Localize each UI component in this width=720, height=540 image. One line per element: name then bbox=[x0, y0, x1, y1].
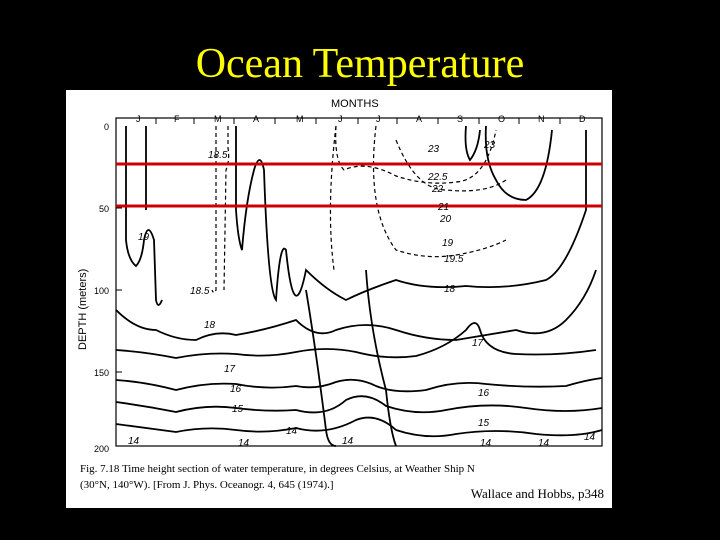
month-label: N bbox=[538, 114, 545, 124]
isotherm-label: 17 bbox=[224, 364, 236, 375]
month-tick-labels: J F M A M J J A S O N D bbox=[136, 114, 586, 124]
isotherm-label: 17 bbox=[472, 338, 484, 349]
ocean-temperature-figure: MONTHS J F M A M J J A S O N D bbox=[66, 90, 612, 508]
depth-tick: 50 bbox=[99, 204, 109, 214]
isotherm-chart: MONTHS J F M A M J J A S O N D bbox=[77, 98, 603, 491]
isotherm-label: 14 bbox=[584, 432, 596, 443]
month-label: J bbox=[338, 114, 343, 124]
plot-frame bbox=[115, 117, 603, 447]
figure-caption-line2: (30°N, 140°W). [From J. Phys. Oceanogr. … bbox=[80, 479, 334, 491]
month-label: F bbox=[174, 114, 180, 124]
depth-tick-labels: 0 50 100 150 200 bbox=[94, 122, 109, 454]
month-label: J bbox=[136, 114, 141, 124]
isotherm-lines bbox=[115, 125, 603, 447]
month-label: O bbox=[498, 114, 505, 124]
isotherm-label: 18.5 bbox=[208, 150, 228, 161]
month-label: M bbox=[214, 114, 222, 124]
depth-tick: 200 bbox=[94, 444, 109, 454]
depth-tick: 100 bbox=[94, 286, 109, 296]
month-label: D bbox=[579, 114, 586, 124]
figure-caption-line1: Fig. 7.18 Time height section of water t… bbox=[80, 463, 475, 475]
isotherm-labels: 23 23 18.5 22.5 22 21 20 19 19 19.5 18.5… bbox=[128, 140, 596, 449]
isotherm-label: 19 bbox=[138, 232, 150, 243]
isotherm-label: 22.5 bbox=[427, 172, 448, 183]
isotherm-label: 14 bbox=[342, 436, 354, 447]
month-label: A bbox=[253, 114, 259, 124]
month-tick-marks bbox=[155, 118, 561, 124]
depth-tick: 0 bbox=[104, 122, 109, 132]
isotherm-label: 14 bbox=[480, 438, 492, 449]
isotherm-label: 21 bbox=[437, 202, 449, 213]
isotherm-label: 23 bbox=[427, 144, 440, 155]
depth-axis-title: DEPTH (meters) bbox=[77, 269, 89, 350]
isotherm-label: 18 bbox=[444, 284, 456, 295]
isotherm-label: 18 bbox=[204, 320, 216, 331]
month-label: M bbox=[296, 114, 304, 124]
isotherm-label: 19 bbox=[442, 238, 454, 249]
month-label: S bbox=[457, 114, 463, 124]
months-axis-title: MONTHS bbox=[331, 98, 379, 110]
depth-tick: 150 bbox=[94, 368, 109, 378]
depth-tick-marks bbox=[116, 207, 122, 373]
isotherm-label: 15 bbox=[478, 418, 490, 429]
isotherm-label: 16 bbox=[230, 384, 242, 395]
isotherm-label: 20 bbox=[439, 214, 452, 225]
isotherm-label: 14 bbox=[128, 436, 140, 447]
isotherm-label: 15 bbox=[232, 404, 244, 415]
isotherm-label: 14 bbox=[238, 438, 250, 449]
isotherm-label: 22 bbox=[431, 184, 444, 195]
dashed-isotherms bbox=[211, 125, 507, 294]
isotherm-label: 23 bbox=[483, 140, 496, 151]
isotherm-label: 18.5 bbox=[190, 286, 210, 297]
reference-lines bbox=[116, 162, 602, 208]
isotherm-label: 16 bbox=[478, 388, 490, 399]
month-label: A bbox=[416, 114, 422, 124]
isotherm-label: 14 bbox=[538, 438, 550, 449]
month-label: J bbox=[376, 114, 381, 124]
source-credit: Wallace and Hobbs, p348 bbox=[412, 484, 608, 504]
isotherm-label: 19.5 bbox=[444, 254, 464, 265]
isotherm-label: 14 bbox=[286, 426, 298, 437]
slide-title: Ocean Temperature bbox=[195, 41, 525, 87]
